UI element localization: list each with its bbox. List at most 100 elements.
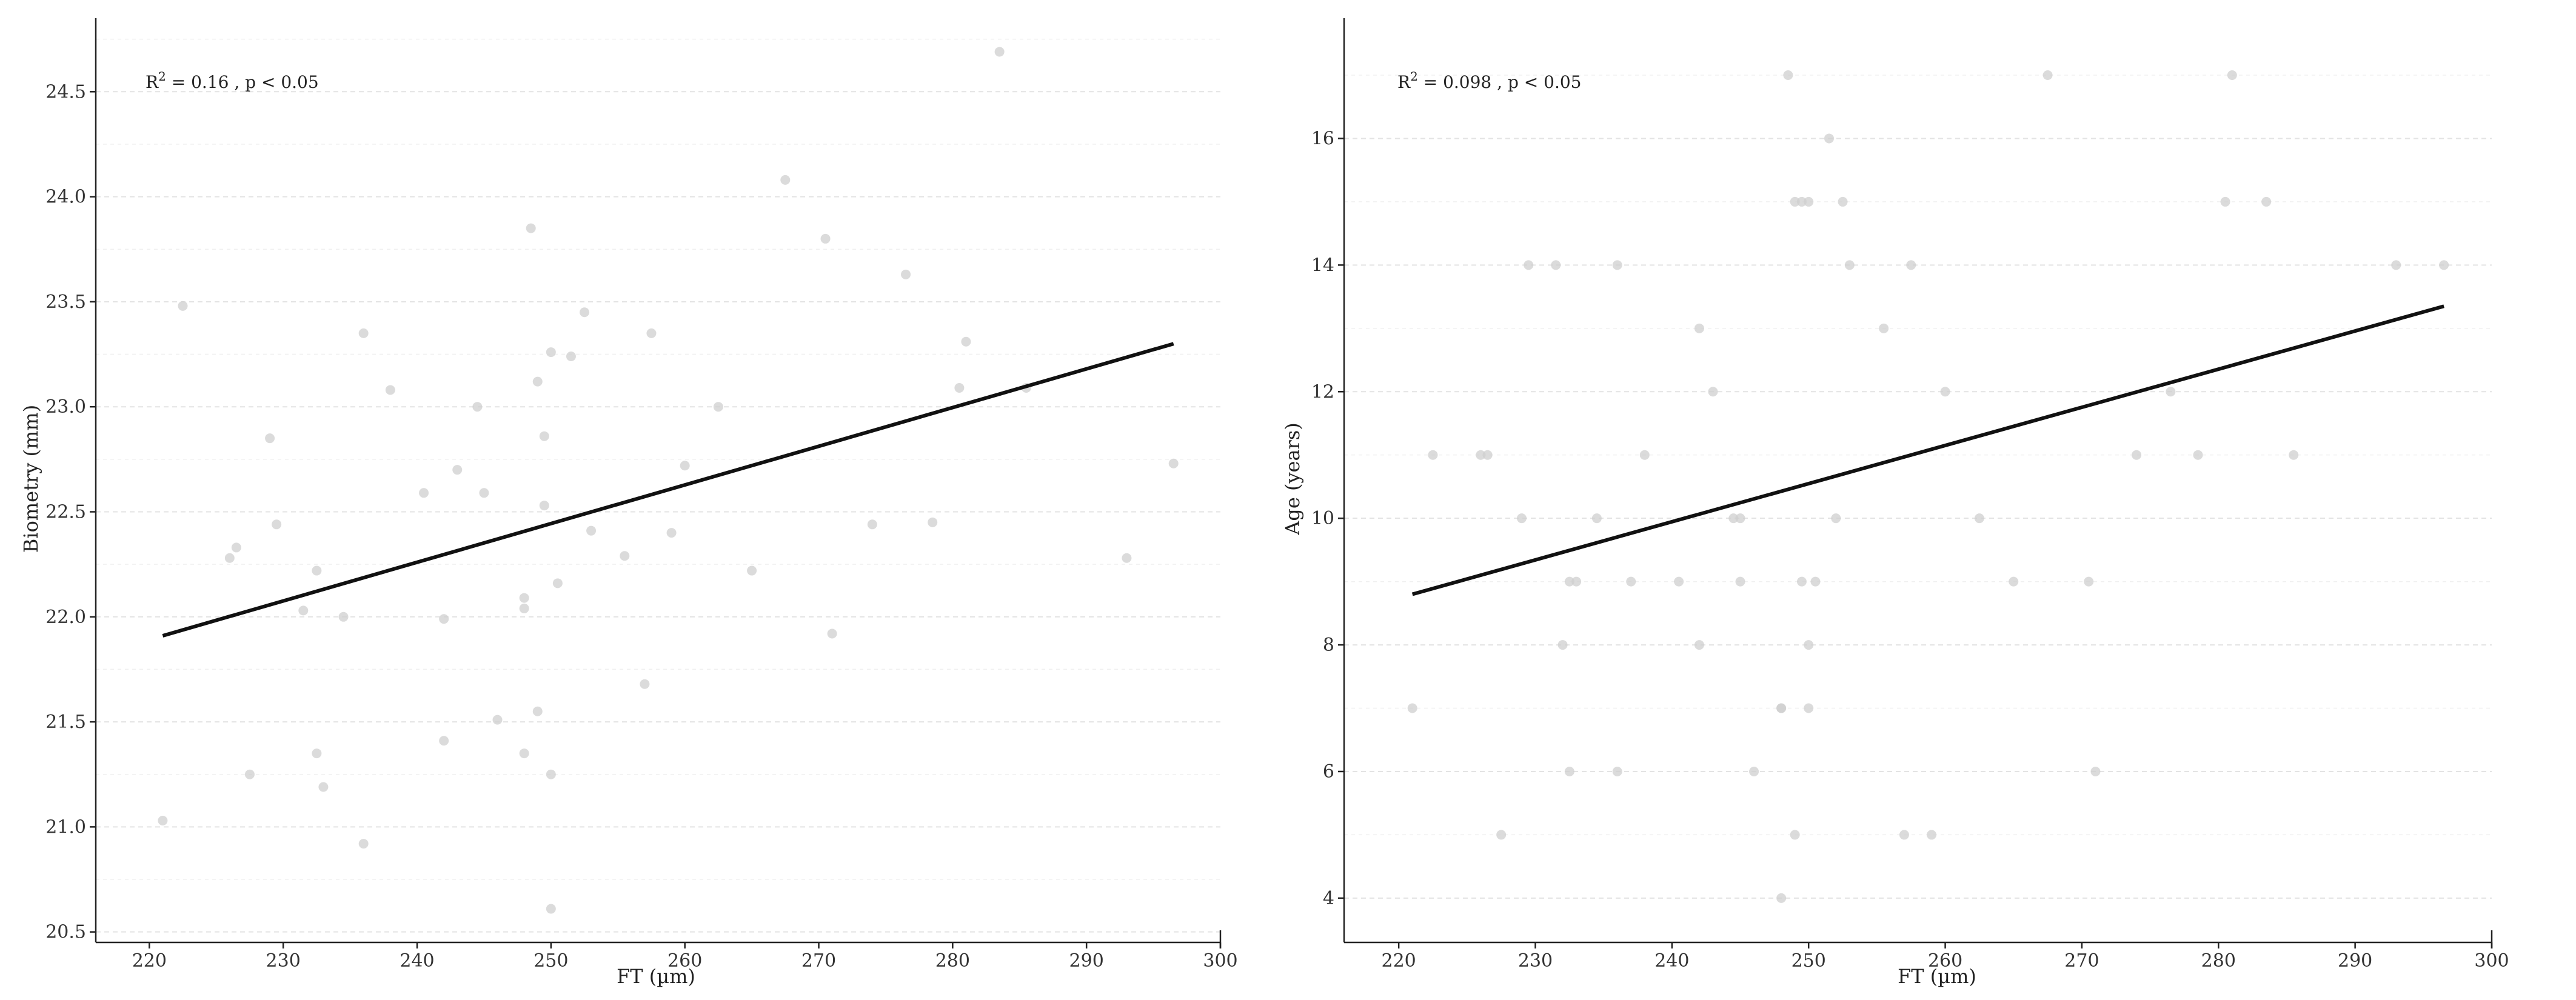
biometry-data-point [231,542,241,553]
age-x-tick-label: 230 [1518,950,1553,972]
age-data-point [2439,260,2449,270]
biometry-y-axis-title: Biometry (mm) [19,405,42,553]
biometry-data-point [265,433,275,444]
biometry-y-tick-label: 24.5 [45,81,86,102]
age-data-point [1824,133,1835,144]
biometry-data-point [318,782,329,792]
age-data-point [1428,450,1438,460]
biometry-x-tick-label: 270 [801,950,836,972]
age-data-point [1735,576,1745,587]
age-y-ticks: 4 6 8 10 12 14 16 [1311,128,1344,909]
age-x-tick-label: 270 [2064,950,2099,972]
biometry-points [158,47,1179,914]
age-data-point [1728,513,1739,524]
biometry-data-point [472,402,483,412]
biometry-r2-label: R [146,72,159,92]
biometry-r2-superscript: 2 [158,69,166,84]
biometry-data-point [666,528,677,538]
age-data-point [1674,576,1684,587]
biometry-data-point [452,465,463,475]
age-data-point [1776,703,1787,713]
biometry-data-point [539,501,549,511]
biometry-data-point [1122,553,1132,563]
age-data-point [1496,830,1507,840]
age-data-point [1906,260,1916,270]
biometry-data-point [620,551,630,561]
age-x-tick-label: 250 [1791,950,1826,972]
age-data-point [1796,196,1807,207]
age-data-point [1564,576,1574,587]
biometry-chart: 20.521.021.522.022.523.023.524.024.5 220… [19,18,1238,988]
biometry-data-point [827,628,837,639]
age-data-point [1735,513,1745,524]
age-data-point [1804,196,1814,207]
biometry-data-point [492,715,503,725]
age-data-point [1790,830,1800,840]
age-fit-line [1411,304,2444,596]
biometry-data-point [640,679,650,689]
age-data-point [1790,196,1800,207]
biometry-data-point [526,223,536,233]
age-data-point [1407,703,1417,713]
biometry-data-point [312,748,322,759]
age-data-point [1879,323,1889,333]
age-data-point [2227,70,2237,81]
age-data-point [2220,196,2230,207]
biometry-data-point [954,383,965,393]
biometry-data-point [419,488,429,498]
age-data-point [1974,513,1984,524]
biometry-data-point [586,525,597,536]
age-data-point [1749,766,1759,776]
age-data-point [1838,196,1848,207]
age-y-tick-label: 14 [1311,255,1334,276]
biometry-y-tick-label: 23.5 [45,292,86,313]
age-data-point [1796,576,1807,587]
age-data-point [1694,640,1704,650]
age-grid [1344,75,2492,899]
biometry-data-point [519,593,529,603]
biometry-data-point [272,519,282,530]
age-data-point [1612,766,1622,776]
age-data-point [1591,513,1602,524]
age-data-point [1899,830,1909,840]
age-data-point [1940,387,1950,397]
biometry-data-point [178,301,188,311]
age-r2-superscript: 2 [1410,69,1418,84]
age-data-point [2009,576,2019,587]
age-x-tick-label: 220 [1382,950,1416,972]
biometry-data-point [546,769,556,779]
biometry-x-tick-label: 220 [132,950,167,972]
biometry-x-tick-label: 290 [1069,950,1104,972]
biometry-data-point [780,175,791,185]
age-data-point [1516,513,1527,524]
age-data-point [1927,830,1937,840]
age-r2-label: R [1397,72,1411,92]
age-y-tick-label: 4 [1323,888,1334,909]
biometry-data-point [158,815,168,825]
age-y-axis-title: Age (years) [1281,422,1304,535]
biometry-y-tick-label: 22.5 [45,501,86,522]
biometry-data-point [385,385,395,395]
biometry-y-tick-label: 24.0 [45,187,86,208]
biometry-x-tick-label: 300 [1203,950,1237,972]
biometry-x-tick-label: 260 [667,950,702,972]
biometry-x-axis-title: FT (µm) [617,965,695,988]
age-y-tick-label: 16 [1311,128,1334,149]
biometry-data-point [439,736,449,746]
biometry-data-point [747,565,757,576]
age-data-point [1708,387,1718,397]
age-data-point [1776,893,1787,903]
biometry-y-tick-label: 20.5 [45,922,86,943]
age-data-point [1551,260,1561,270]
biometry-data-point [532,706,543,716]
age-data-point [1482,450,1493,460]
biometry-data-point [994,47,1005,57]
biometry-data-point [580,307,590,318]
age-x-ticks: 220 230 240 250 260 270 280 290 300 [1382,942,2509,972]
biometry-grid [96,38,1220,933]
biometry-data-point [358,328,369,338]
age-data-point [2090,766,2101,776]
age-points [1407,70,2449,903]
age-x-tick-label: 240 [1654,950,1689,972]
